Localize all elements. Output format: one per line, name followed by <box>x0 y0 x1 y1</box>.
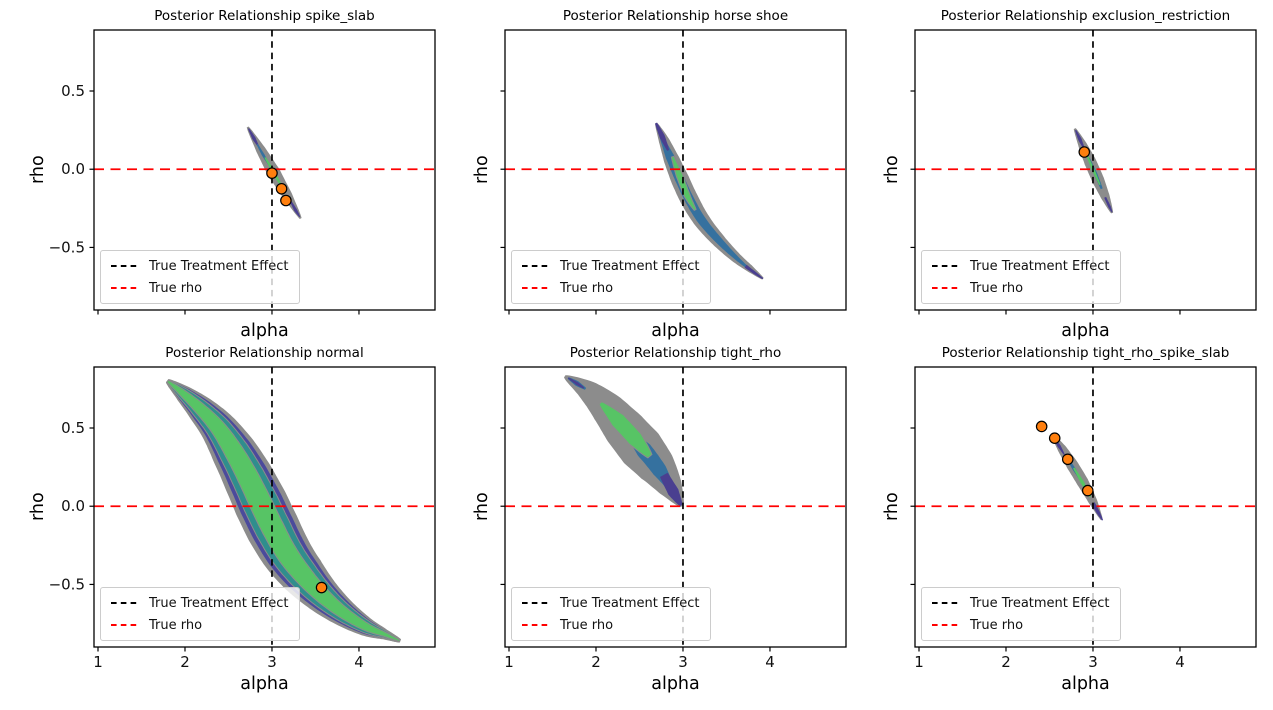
subplot-spike-slab: Posterior Relationship spike_slab 0.5 0.0… <box>28 8 436 341</box>
legend-box: True Treatment Effect True rho <box>921 250 1122 304</box>
plot-title: Posterior Relationship spike_slab <box>154 8 375 24</box>
legend-item-true-treatment-effect: True Treatment Effect <box>110 257 288 275</box>
legend-item-true-treatment-effect: True Treatment Effect <box>931 594 1109 612</box>
svg-text:3: 3 <box>678 653 688 671</box>
svg-text:4: 4 <box>765 653 775 671</box>
legend-item-true-rho: True rho <box>521 279 699 297</box>
plot-title: Posterior Relationship horse shoe <box>562 8 789 24</box>
svg-text:2: 2 <box>180 653 190 671</box>
legend-label: True Treatment Effect <box>560 258 700 274</box>
legend-box: True Treatment Effect True rho <box>921 587 1122 641</box>
legend-box: True Treatment Effect True rho <box>100 587 301 641</box>
legend-label: True rho <box>560 280 614 296</box>
svg-text:0.0: 0.0 <box>61 160 85 178</box>
plot-title: Posterior Relationship exclusion_restric… <box>940 8 1231 24</box>
subplot-tight-rho: Posterior Relationship tight_rho 1 2 3 4 al… <box>472 345 847 694</box>
plot-canvas: 1 2 3 4 0.5 0.0 −0.5 <box>49 366 436 671</box>
x-axis-label: alpha <box>240 674 289 694</box>
legend-label: True Treatment Effect <box>970 595 1110 611</box>
black-dashed-line-sample <box>522 264 550 268</box>
plot-canvas: 1 2 3 4 <box>500 366 847 671</box>
legend-label: True Treatment Effect <box>560 595 700 611</box>
plot-title: Posterior Relationship tight_rho_spike_s… <box>941 345 1230 361</box>
y-axis-label: rho <box>472 492 492 522</box>
black-dashed-line-sample <box>522 601 550 605</box>
svg-text:−0.5: −0.5 <box>49 575 85 593</box>
plot-title: Posterior Relationship tight_rho <box>569 345 782 361</box>
red-dashed-line-sample <box>522 286 550 290</box>
red-dashed-line-sample <box>932 286 960 290</box>
y-axis-label: rho <box>472 155 492 185</box>
y-axis-label: rho <box>28 155 48 185</box>
legend-box: True Treatment Effect True rho <box>511 587 712 641</box>
black-dashed-line-sample <box>932 601 960 605</box>
legend-item-true-treatment-effect: True Treatment Effect <box>521 257 699 275</box>
svg-text:3: 3 <box>1088 653 1098 671</box>
subplot-horse-shoe: Posterior Relationship horse shoe alpha … <box>472 8 847 341</box>
y-axis-label: rho <box>28 492 48 522</box>
y-axis-label: rho <box>882 492 902 522</box>
x-axis-label: alpha <box>1061 321 1110 341</box>
svg-text:2: 2 <box>591 653 601 671</box>
red-dashed-line-sample <box>522 623 550 627</box>
y-axis-label: rho <box>882 155 902 185</box>
plot-title: Posterior Relationship normal <box>165 345 364 361</box>
legend-item-true-treatment-effect: True Treatment Effect <box>931 257 1109 275</box>
legend-item-true-treatment-effect: True Treatment Effect <box>521 594 699 612</box>
subplot-exclusion-restriction: Posterior Relationship exclusion_restric… <box>882 8 1257 341</box>
subplot-normal: Posterior Relationship normal 1 2 3 4 0.5 0.0… <box>28 345 436 694</box>
legend-item-true-rho: True rho <box>521 616 699 634</box>
legend-item-true-rho: True rho <box>931 616 1109 634</box>
red-dashed-line-sample <box>111 623 139 627</box>
x-axis-label: alpha <box>240 321 289 341</box>
legend-label: True Treatment Effect <box>970 258 1110 274</box>
x-axis-label: alpha <box>651 674 700 694</box>
legend-item-true-rho: True rho <box>110 279 288 297</box>
black-dashed-line-sample <box>111 264 139 268</box>
legend-label: True rho <box>149 280 203 296</box>
red-dashed-line-sample <box>932 623 960 627</box>
svg-text:1: 1 <box>914 653 924 671</box>
legend-label: True Treatment Effect <box>149 595 289 611</box>
x-axis-label: alpha <box>651 321 700 341</box>
svg-text:4: 4 <box>354 653 364 671</box>
legend-item-true-rho: True rho <box>110 616 288 634</box>
legend-label: True rho <box>970 617 1024 633</box>
legend-box: True Treatment Effect True rho <box>100 250 301 304</box>
subplot-tight-rho-spike-slab: Posterior Relationship tight_rho_spike_s… <box>882 345 1257 694</box>
svg-text:0.5: 0.5 <box>61 419 85 437</box>
legend-label: True rho <box>970 280 1024 296</box>
legend-label: True rho <box>560 617 614 633</box>
svg-text:1: 1 <box>504 653 514 671</box>
svg-text:2: 2 <box>1001 653 1011 671</box>
svg-text:3: 3 <box>267 653 277 671</box>
svg-text:−0.5: −0.5 <box>49 238 85 256</box>
legend-label: True rho <box>149 617 203 633</box>
plot-canvas <box>910 29 1257 315</box>
legend-label: True Treatment Effect <box>149 258 289 274</box>
black-dashed-line-sample <box>111 601 139 605</box>
plot-canvas <box>500 29 847 315</box>
plot-canvas: 1 2 3 4 <box>910 366 1257 671</box>
svg-text:4: 4 <box>1175 653 1185 671</box>
legend-box: True Treatment Effect True rho <box>511 250 712 304</box>
svg-text:0.0: 0.0 <box>61 497 85 515</box>
legend-item-true-treatment-effect: True Treatment Effect <box>110 594 288 612</box>
x-axis-label: alpha <box>1061 674 1110 694</box>
black-dashed-line-sample <box>932 264 960 268</box>
svg-text:0.5: 0.5 <box>61 82 85 100</box>
plot-canvas: 0.5 0.0 −0.5 <box>49 29 436 315</box>
svg-text:1: 1 <box>93 653 103 671</box>
red-dashed-line-sample <box>111 286 139 290</box>
legend-item-true-rho: True rho <box>931 279 1109 297</box>
